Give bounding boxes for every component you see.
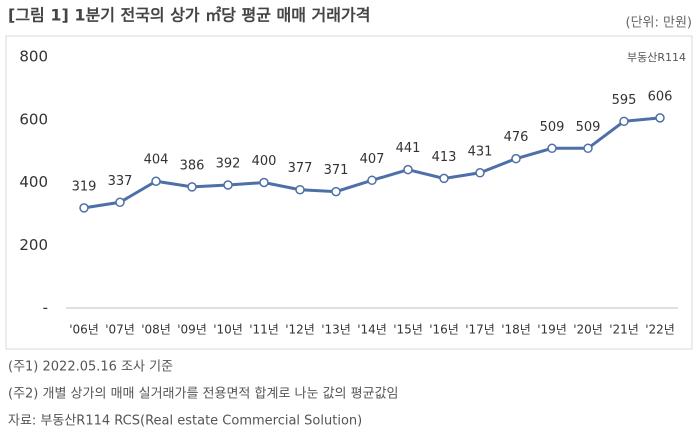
note: (주1) 2022.05.16 조사 기준 bbox=[8, 360, 173, 375]
x-tick-label: '15년 bbox=[393, 323, 423, 337]
value-label: 371 bbox=[324, 163, 349, 178]
y-tick-label: 600 bbox=[19, 110, 48, 128]
value-label: 509 bbox=[576, 120, 601, 135]
unit-label: (단위: 만원) bbox=[626, 16, 693, 31]
value-label: 337 bbox=[108, 174, 133, 189]
x-tick-label: '22년 bbox=[645, 323, 675, 337]
value-label: 392 bbox=[216, 157, 241, 172]
point bbox=[295, 184, 305, 195]
point bbox=[115, 197, 125, 208]
x-tick-label: '14년 bbox=[357, 323, 387, 337]
chart-frame bbox=[5, 35, 693, 350]
value-label: 476 bbox=[504, 130, 529, 145]
chart-title: [그림 1] 1분기 전국의 상가 ㎡당 평균 매매 거래가격 bbox=[8, 6, 370, 25]
point bbox=[187, 182, 197, 192]
value-label: 400 bbox=[252, 154, 277, 169]
x-tick-label: '18년 bbox=[501, 323, 531, 337]
value-label: 595 bbox=[612, 93, 637, 108]
x-tick-label: '13년 bbox=[321, 323, 351, 337]
value-label: 431 bbox=[468, 144, 493, 159]
x-tick-label: '09년 bbox=[177, 323, 207, 337]
logo: 부동산R114 bbox=[627, 51, 686, 64]
value-label: 606 bbox=[648, 89, 673, 104]
point bbox=[475, 168, 485, 178]
x-tick-label: '19년 bbox=[537, 323, 567, 337]
value-label: 404 bbox=[144, 153, 169, 168]
value-label: 509 bbox=[540, 120, 565, 135]
x-tick-label: '21년 bbox=[609, 323, 639, 337]
value-label: 319 bbox=[72, 179, 97, 194]
x-tick-label: '10년 bbox=[213, 323, 243, 337]
x-tick-label: '07년 bbox=[105, 323, 135, 337]
y-tick-label: - bbox=[43, 299, 48, 317]
x-tick-label: '20년 bbox=[573, 323, 603, 337]
note: (주2) 개별 상가의 매매 실거래가를 전용면적 합계로 나눈 값의 평균값임 bbox=[8, 387, 399, 402]
y-tick-label: 800 bbox=[19, 48, 48, 66]
y-tick-label: 200 bbox=[19, 236, 48, 254]
point bbox=[367, 175, 377, 186]
x-tick-label: '17년 bbox=[465, 323, 495, 337]
value-label: 413 bbox=[432, 150, 457, 165]
point bbox=[655, 113, 665, 123]
point bbox=[259, 177, 269, 188]
point bbox=[511, 153, 521, 164]
point bbox=[223, 180, 233, 190]
value-label: 407 bbox=[360, 152, 385, 167]
point bbox=[439, 173, 449, 184]
point bbox=[151, 176, 161, 186]
point bbox=[403, 164, 413, 175]
point bbox=[619, 116, 629, 127]
y-tick-label: 400 bbox=[19, 173, 48, 191]
x-tick-label: '06년 bbox=[69, 323, 99, 337]
point bbox=[331, 186, 341, 197]
note: 자료: 부동산R114 RCS(Real estate Commercial S… bbox=[8, 414, 362, 429]
point bbox=[79, 203, 89, 213]
x-tick-label: '08년 bbox=[141, 323, 171, 337]
value-label: 386 bbox=[180, 158, 205, 173]
x-tick-label: '11년 bbox=[249, 323, 279, 337]
point bbox=[547, 143, 557, 154]
x-tick-label: '16년 bbox=[429, 323, 459, 337]
value-label: 441 bbox=[396, 141, 421, 156]
value-label: 377 bbox=[288, 161, 313, 176]
x-tick-label: '12년 bbox=[285, 323, 315, 337]
point bbox=[583, 143, 593, 154]
